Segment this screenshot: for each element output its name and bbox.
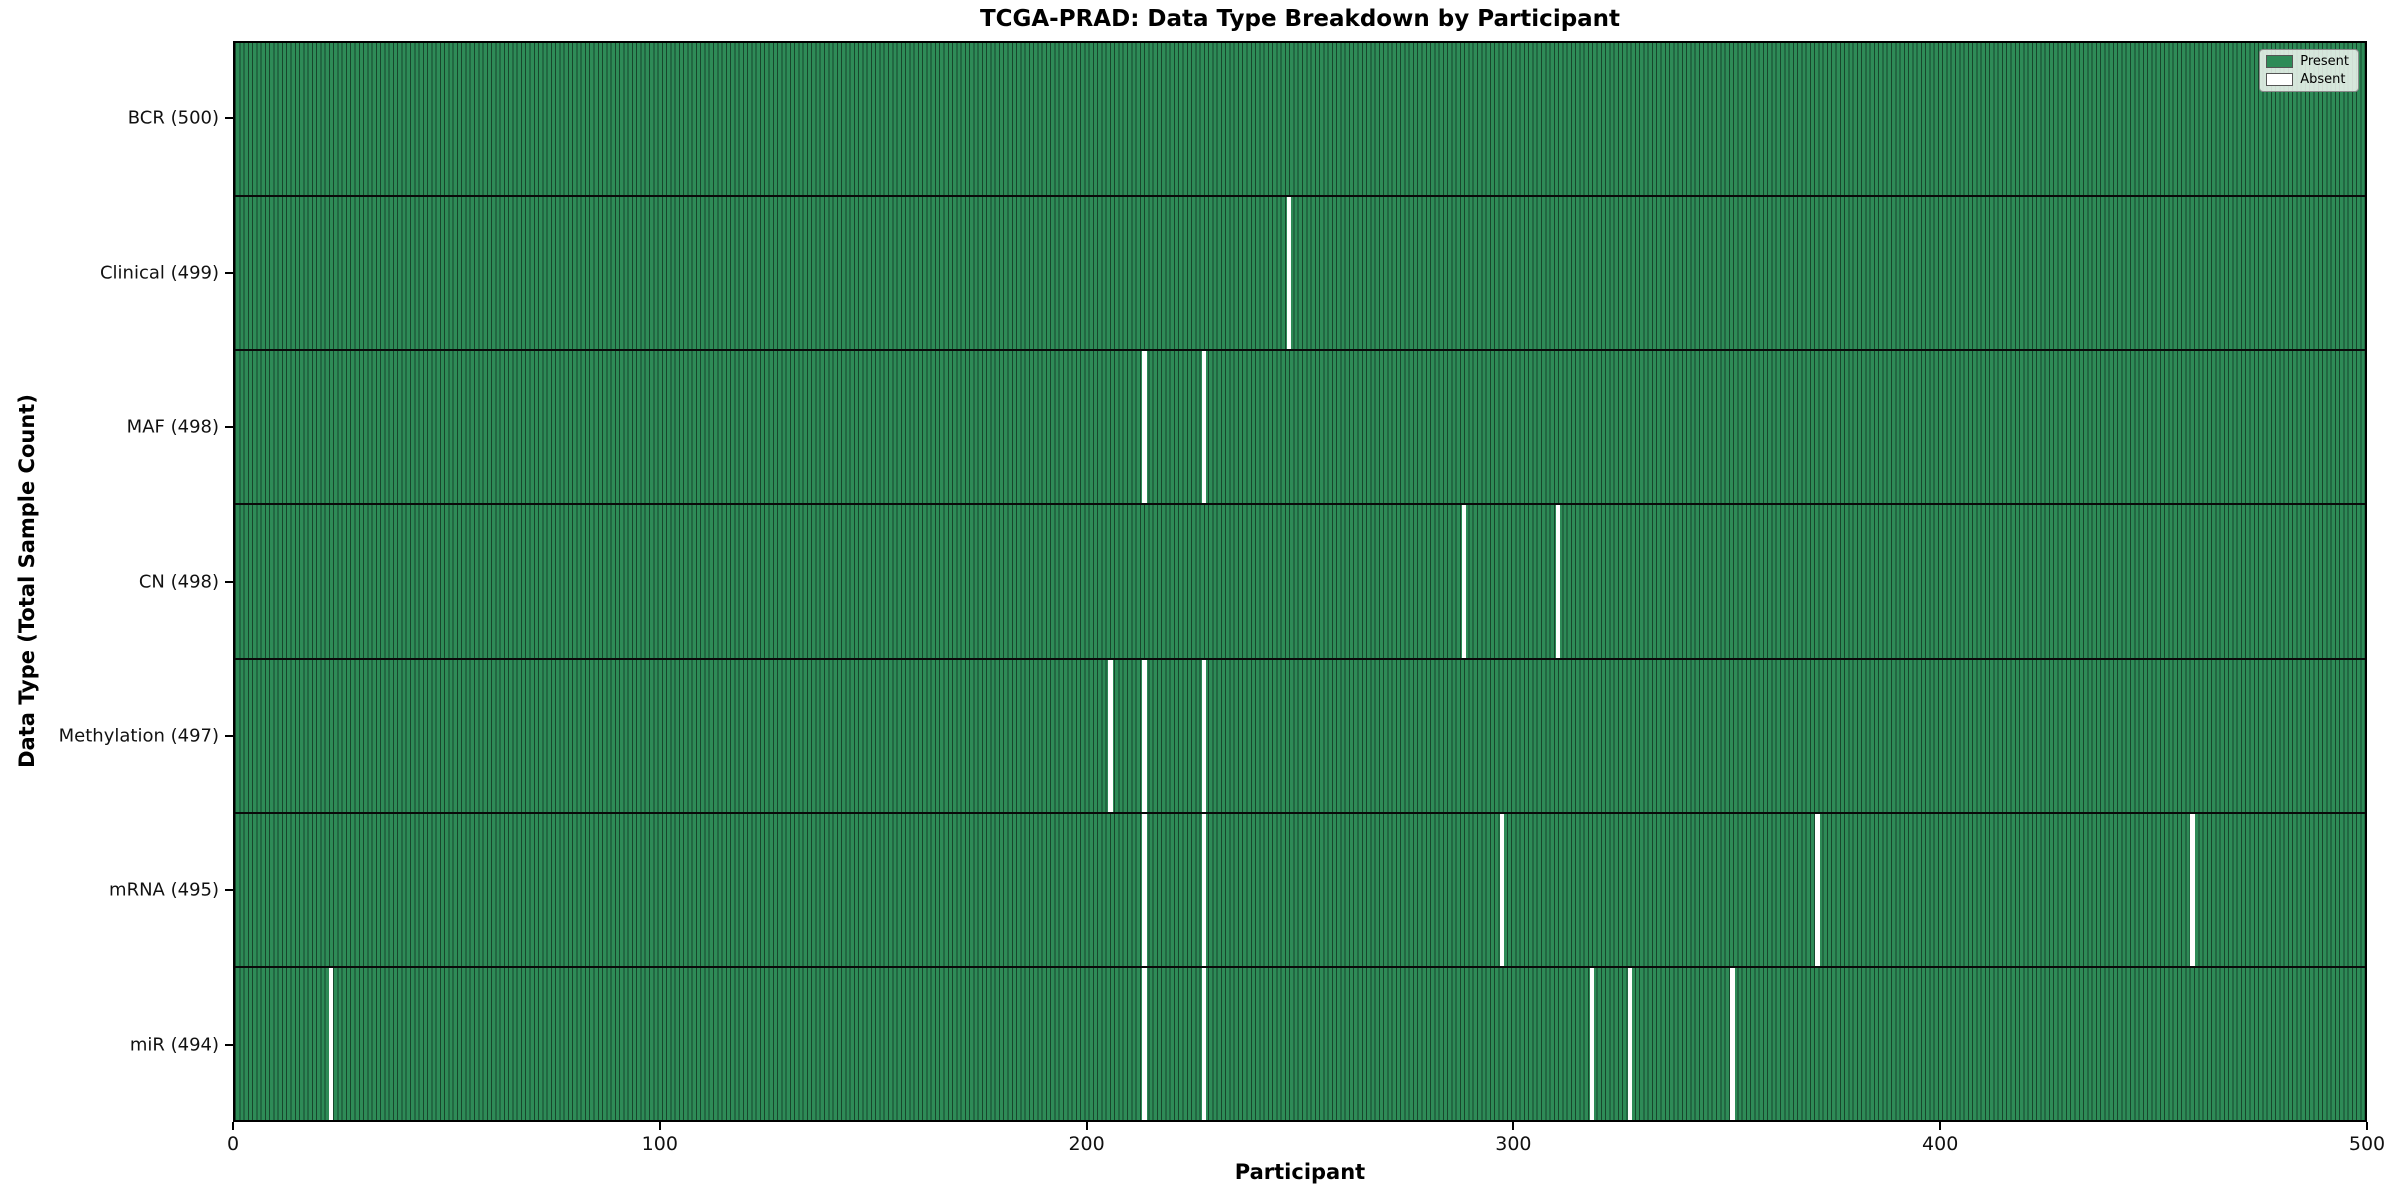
y-tick-label: MAF (498)	[126, 416, 219, 438]
absent-stripe	[1202, 813, 1207, 966]
y-axis-tick	[225, 734, 233, 737]
heatmap-row-maf	[235, 349, 2365, 504]
absent-stripe	[1202, 967, 1207, 1120]
x-tick-label: 100	[641, 1133, 678, 1155]
legend-entry-present: Present	[2266, 55, 2349, 68]
legend-entry-absent: Absent	[2266, 73, 2349, 86]
y-axis-tick	[225, 117, 233, 120]
absent-stripe	[2190, 813, 2195, 966]
absent-stripe	[328, 967, 333, 1120]
absent-stripe	[1500, 813, 1505, 966]
absent-stripe	[1142, 967, 1147, 1120]
x-axis-tick	[1085, 1122, 1088, 1130]
absent-stripe	[1142, 813, 1147, 966]
absent-stripe	[1555, 505, 1560, 658]
absent-stripe	[1589, 967, 1594, 1120]
y-tick-label: CN (498)	[138, 571, 219, 592]
x-axis-tick	[1512, 1122, 1515, 1130]
absent-stripe	[1202, 351, 1207, 504]
x-axis-tick	[232, 1122, 234, 1130]
y-tick-label: Clinical (499)	[99, 262, 219, 284]
y-tick-label: mRNA (495)	[109, 879, 219, 901]
absent-stripe	[1628, 967, 1633, 1120]
absent-stripe	[1108, 659, 1113, 812]
y-axis-tick	[225, 580, 233, 583]
x-tick-label: 400	[1922, 1133, 1959, 1155]
y-axis-tick	[225, 1043, 233, 1046]
x-tick-label: 200	[1068, 1133, 1105, 1155]
absent-stripe	[1142, 351, 1147, 504]
y-tick-label: miR (494)	[129, 1034, 219, 1056]
legend-present-swatch	[2266, 55, 2294, 68]
x-tick-label: 300	[1495, 1133, 1532, 1155]
y-axis-tick	[225, 426, 233, 429]
heatmap-row-methylation	[235, 657, 2365, 812]
x-axis-tick	[2366, 1122, 2368, 1130]
x-axis-tick	[658, 1122, 661, 1130]
heatmap-row-mrna	[235, 811, 2365, 966]
legend-absent-swatch	[2266, 73, 2294, 86]
absent-stripe	[1730, 967, 1735, 1120]
absent-stripe	[1202, 659, 1207, 812]
heatmap-row-bcr	[235, 43, 2365, 196]
legend-present-label: Present	[2300, 54, 2349, 69]
absent-stripe	[1815, 813, 1820, 966]
legend-absent-label: Absent	[2300, 72, 2346, 87]
x-tick-label: 500	[2348, 1133, 2386, 1155]
absent-stripe	[1461, 505, 1467, 658]
absent-stripe	[1287, 197, 1292, 350]
legend: Present Absent	[2259, 49, 2359, 92]
x-axis-tick	[1939, 1122, 1942, 1130]
y-axis-tick	[225, 271, 233, 274]
heatmap-row-clinical	[235, 195, 2365, 350]
absent-stripe	[1142, 659, 1147, 812]
x-tick-label: 0	[226, 1133, 240, 1155]
heatmap-row-cn	[235, 503, 2365, 658]
plot-area: Present Absent	[233, 41, 2367, 1122]
heatmap-row-mir	[235, 965, 2365, 1120]
chart-title: TCGA-PRAD: Data Type Breakdown by Partic…	[979, 6, 1621, 32]
y-axis-tick	[225, 889, 233, 892]
x-axis-title: Participant	[1234, 1160, 1366, 1184]
y-tick-label: Methylation (497)	[58, 725, 219, 747]
y-tick-label: BCR (500)	[127, 107, 219, 129]
